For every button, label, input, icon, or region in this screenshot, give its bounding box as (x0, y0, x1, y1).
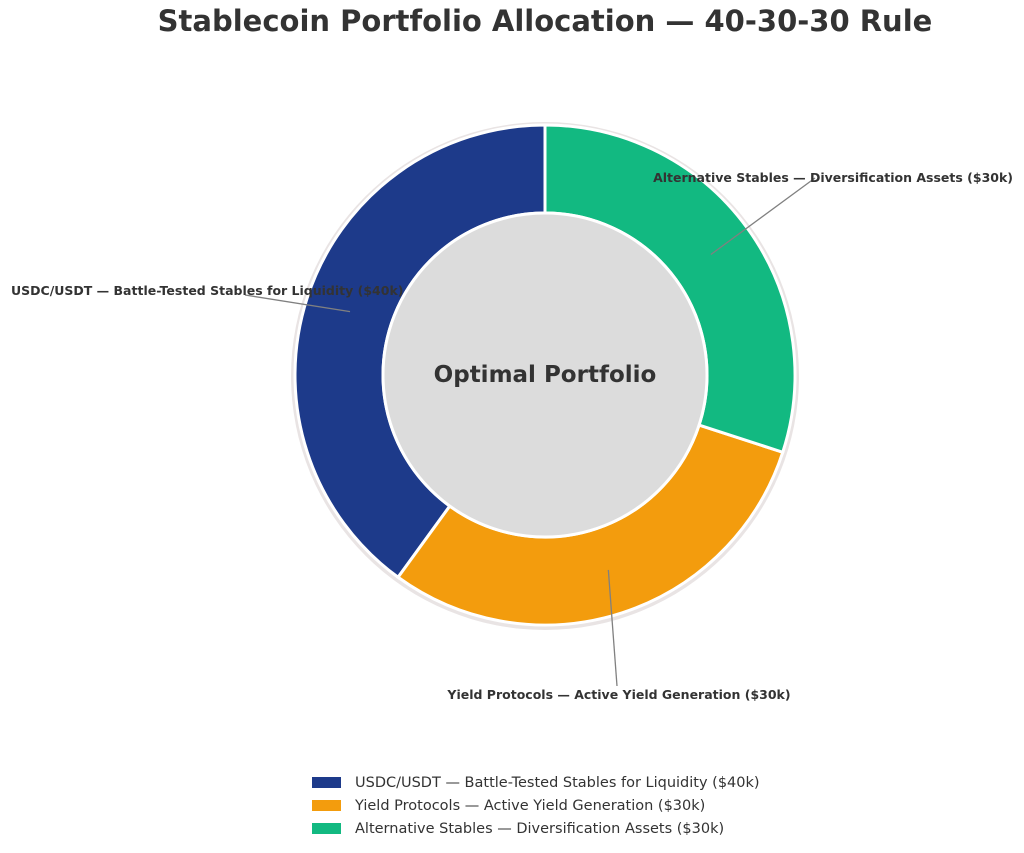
legend-label: USDC/USDT — Battle-Tested Stables for Li… (355, 774, 760, 791)
donut-center (381, 211, 709, 539)
callout-label: USDC/USDT — Battle-Tested Stables for Li… (11, 283, 403, 298)
legend-swatch (312, 777, 341, 788)
legend: USDC/USDT — Battle-Tested Stables for Li… (312, 771, 760, 840)
legend-item: Yield Protocols — Active Yield Generatio… (312, 794, 760, 817)
legend-label: Alternative Stables — Diversification As… (355, 820, 725, 837)
legend-label: Yield Protocols — Active Yield Generatio… (355, 797, 706, 814)
callout-line (244, 294, 351, 313)
legend-item: Alternative Stables — Diversification As… (312, 817, 760, 840)
legend-swatch (312, 800, 341, 811)
callout-label: Yield Protocols — Active Yield Generatio… (446, 687, 790, 702)
legend-swatch (312, 823, 341, 834)
chart-title: Stablecoin Portfolio Allocation — 40-30-… (157, 4, 933, 38)
center-label: Optimal Portfolio (434, 362, 657, 388)
callout-line (607, 569, 618, 687)
legend-item: USDC/USDT — Battle-Tested Stables for Li… (312, 771, 760, 794)
callout-label: Alternative Stables — Diversification As… (653, 170, 1013, 185)
callout-line (710, 177, 816, 256)
callouts: USDC/USDT — Battle-Tested Stables for Li… (11, 170, 1013, 702)
